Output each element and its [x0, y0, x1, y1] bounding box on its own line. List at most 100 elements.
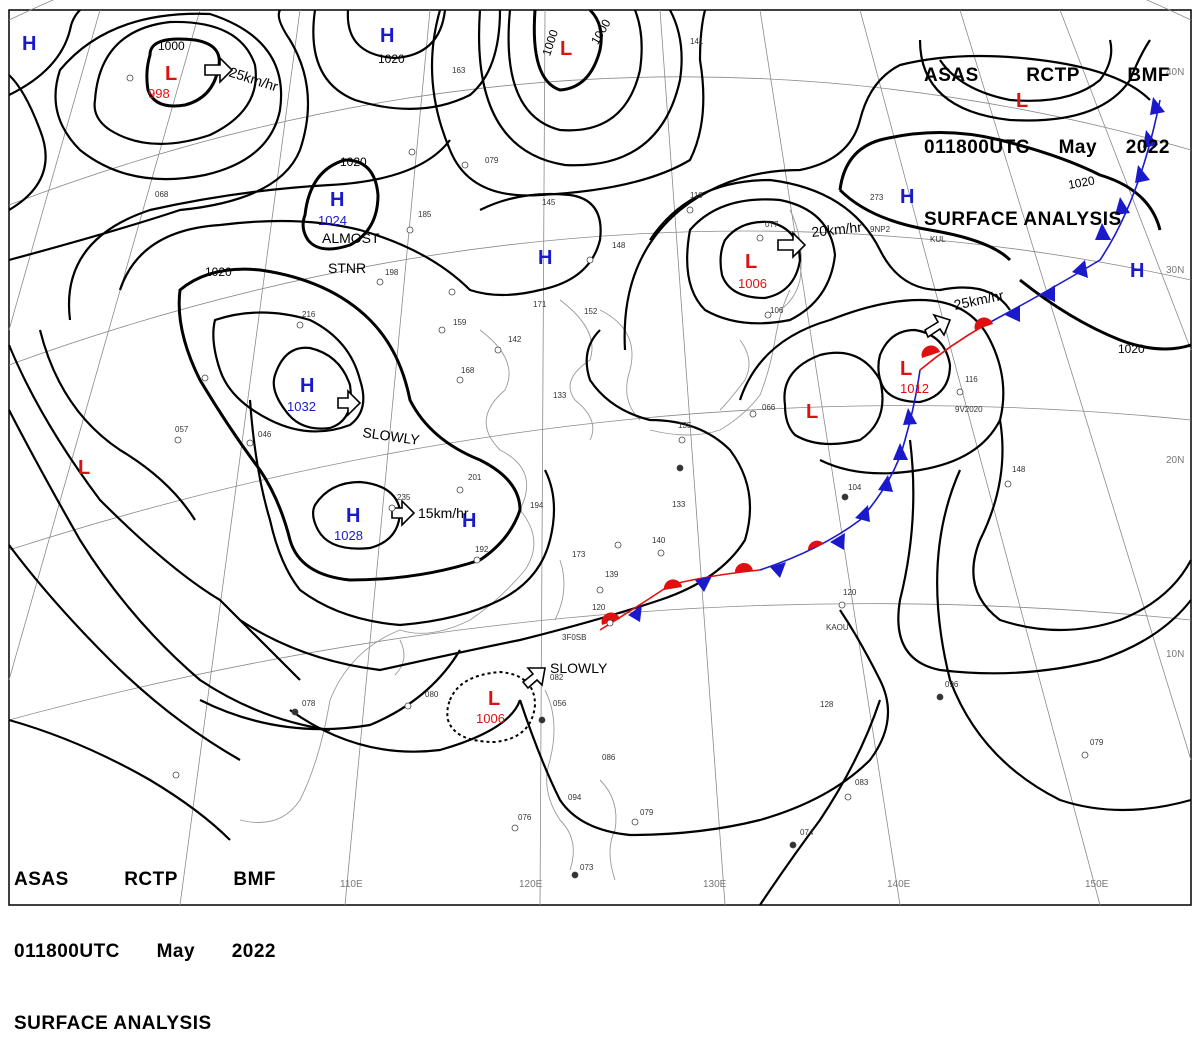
lat-label: 30N	[1166, 265, 1184, 276]
header-line-3: SURFACE ANALYSIS	[14, 1012, 276, 1036]
station-value: 173	[572, 550, 586, 559]
low-center-value: 998	[148, 86, 170, 101]
isobar-label: 1020	[1067, 173, 1096, 191]
lat-label: 40N	[1166, 67, 1184, 78]
station-value: 066	[762, 403, 776, 412]
station-id: 9NP2	[870, 225, 891, 234]
low-center: L	[806, 401, 818, 423]
lon-label: 110E	[340, 879, 363, 890]
header-line-2: 011800UTC May 2022	[924, 136, 1170, 160]
station-id: KUL	[930, 235, 946, 244]
low-center: L	[488, 688, 500, 710]
station-id: 3F0SB	[562, 633, 586, 642]
high-center-value: 1024	[318, 213, 347, 228]
isobar-label: 1000	[158, 39, 185, 53]
station-value: 079	[640, 808, 654, 817]
station-value: 171	[533, 300, 547, 309]
low-center: L	[165, 63, 177, 85]
station-value: 082	[550, 673, 564, 682]
low-center-value: 1012	[900, 381, 929, 396]
station-value: 148	[612, 241, 626, 250]
station-id: 9V2020	[955, 405, 983, 414]
header-center: RCTP	[1026, 65, 1080, 86]
station-value: 079	[1090, 738, 1104, 747]
station-value: 139	[605, 570, 619, 579]
header-station: ASAS	[14, 869, 69, 890]
high-center: H	[346, 505, 360, 527]
lat-label: 20N	[1166, 455, 1184, 466]
isobars	[7, 8, 1192, 906]
motion-arrow	[777, 231, 807, 259]
low-center-value: 1006	[738, 276, 767, 291]
header-product: SURFACE ANALYSIS	[14, 1013, 212, 1034]
station-value: 046	[258, 430, 272, 439]
station-value: 216	[302, 310, 316, 319]
header-month: May	[156, 941, 196, 962]
station-id: KAOU	[826, 623, 849, 632]
station-value: 079	[485, 156, 499, 165]
motion-label: ALMOST	[322, 230, 380, 246]
high-center-value: 1028	[334, 528, 363, 543]
station-value: 078	[302, 699, 316, 708]
motion-label: 15km/hr	[418, 505, 469, 521]
low-center: L	[560, 38, 572, 60]
high-center: H	[1130, 260, 1144, 282]
front-symbols	[601, 97, 1165, 625]
station-value: 086	[602, 753, 616, 762]
low-center: L	[745, 251, 757, 273]
low-center: L	[78, 457, 90, 479]
station-markers	[126, 74, 1089, 879]
high-center-value: 1032	[287, 399, 316, 414]
station-value: 074	[800, 828, 814, 837]
station-value: 056	[553, 699, 567, 708]
station-value: 192	[475, 545, 489, 554]
low-center: L	[900, 358, 912, 380]
station-value: 106	[770, 306, 784, 315]
station-ids: 3F0SB KAOU 9V2020 9NP2 KUL	[562, 225, 983, 642]
lon-label: 120E	[519, 879, 543, 890]
lat-label: 10N	[1166, 649, 1184, 660]
header-year: 2022	[231, 941, 276, 962]
station-value: 073	[580, 863, 594, 872]
lon-label: 140E	[887, 879, 911, 890]
high-center: H	[900, 186, 914, 208]
station-value: 118	[690, 191, 703, 200]
station-value: 159	[453, 318, 467, 327]
station-value: 068	[155, 190, 169, 199]
header-center: RCTP	[124, 869, 178, 890]
station-value: 120	[843, 588, 857, 597]
station-value: 083	[855, 778, 869, 787]
station-value: 077	[765, 220, 779, 229]
header-product: SURFACE ANALYSIS	[924, 209, 1122, 230]
header-agency: BMF	[233, 869, 276, 890]
pressure-centers: H L 998 H L L H 1024 H L 1006 H H H 1032…	[22, 25, 1144, 726]
header-agency: BMF	[1127, 65, 1170, 86]
low-center: L	[1016, 90, 1028, 112]
header-line-3: SURFACE ANALYSIS	[924, 208, 1170, 232]
low-center-value: 1006	[476, 711, 505, 726]
header-year: 2022	[1125, 137, 1170, 158]
station-value: 163	[452, 66, 466, 75]
station-value: 096	[945, 680, 959, 689]
station-plots: 163 079 145 185 148 171 152 159 168 142 …	[155, 37, 1104, 872]
header-station: ASAS	[924, 65, 979, 86]
station-value: 057	[175, 425, 189, 434]
station-value: 142	[508, 335, 522, 344]
station-value: 168	[461, 366, 475, 375]
header-month: May	[1058, 137, 1098, 158]
isobar-label: 1020	[205, 265, 232, 279]
header-line-1: ASAS RCTP BMF	[14, 868, 276, 892]
station-value: 141	[690, 37, 704, 46]
header-time: 011800UTC	[14, 941, 120, 962]
isobar-label: 1020	[340, 155, 367, 169]
station-value: 235	[397, 493, 411, 502]
motion-label: SLOWLY	[550, 660, 608, 676]
high-center: H	[300, 375, 314, 397]
station-value: 080	[425, 690, 439, 699]
map-header-bottom-left: ASAS RCTP BMF 011800UTC May 2022 SURFACE…	[14, 820, 276, 1060]
station-value: 273	[870, 193, 884, 202]
high-center: H	[380, 25, 394, 47]
station-value: 194	[530, 501, 544, 510]
high-center: H	[462, 510, 476, 532]
grid-labels: 110E 120E 130E 140E 150E 40N 30N 20N 10N	[340, 67, 1184, 890]
